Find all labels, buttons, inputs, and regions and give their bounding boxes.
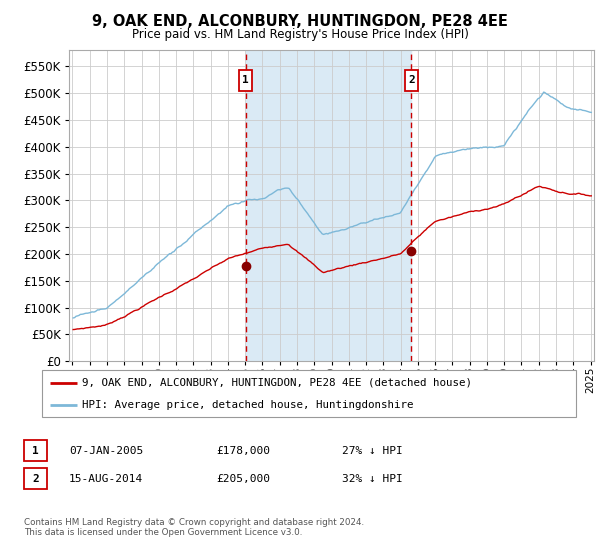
Text: £178,000: £178,000: [216, 446, 270, 456]
Text: Price paid vs. HM Land Registry's House Price Index (HPI): Price paid vs. HM Land Registry's House …: [131, 28, 469, 41]
Text: 1: 1: [242, 76, 249, 86]
FancyBboxPatch shape: [405, 70, 418, 91]
Text: 9, OAK END, ALCONBURY, HUNTINGDON, PE28 4EE (detached house): 9, OAK END, ALCONBURY, HUNTINGDON, PE28 …: [82, 378, 472, 388]
FancyBboxPatch shape: [239, 70, 252, 91]
Text: £205,000: £205,000: [216, 474, 270, 484]
Text: 15-AUG-2014: 15-AUG-2014: [69, 474, 143, 484]
Text: 1: 1: [32, 446, 39, 456]
Text: Contains HM Land Registry data © Crown copyright and database right 2024.
This d: Contains HM Land Registry data © Crown c…: [24, 518, 364, 538]
Text: 9, OAK END, ALCONBURY, HUNTINGDON, PE28 4EE: 9, OAK END, ALCONBURY, HUNTINGDON, PE28 …: [92, 14, 508, 29]
Text: HPI: Average price, detached house, Huntingdonshire: HPI: Average price, detached house, Hunt…: [82, 400, 413, 410]
Text: 27% ↓ HPI: 27% ↓ HPI: [342, 446, 403, 456]
Text: 2: 2: [408, 76, 415, 86]
Text: 32% ↓ HPI: 32% ↓ HPI: [342, 474, 403, 484]
Text: 2: 2: [32, 474, 39, 484]
Bar: [245, 50, 411, 361]
Text: 07-JAN-2005: 07-JAN-2005: [69, 446, 143, 456]
